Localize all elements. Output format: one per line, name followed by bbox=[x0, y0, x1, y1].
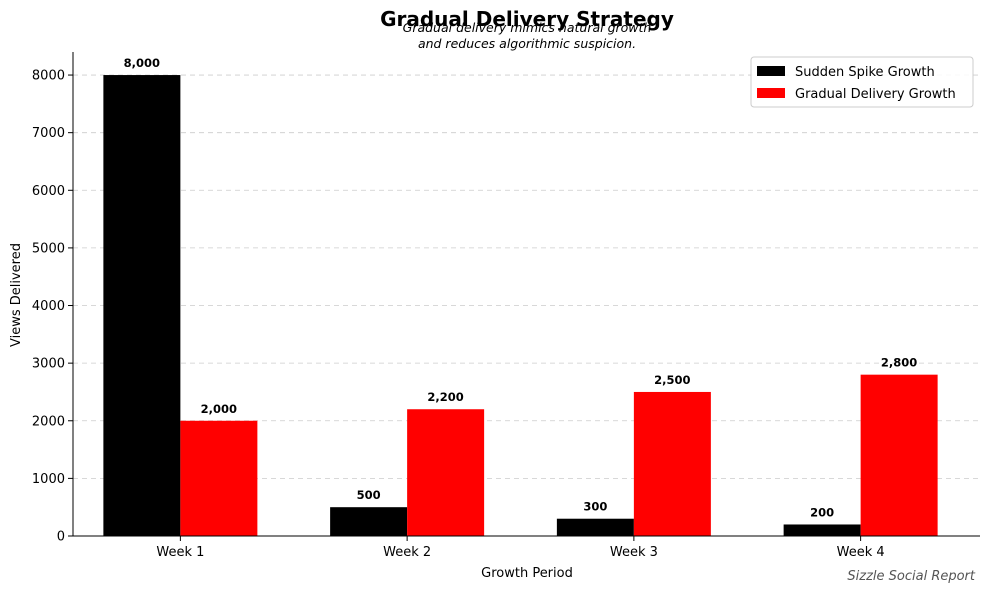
bar-value-label: 300 bbox=[583, 500, 607, 514]
grid-lines bbox=[73, 74, 980, 479]
legend-swatch-gradual-delivery bbox=[757, 88, 785, 98]
y-tick-label: 4000 bbox=[32, 299, 65, 314]
bar-gradual-delivery-growth-week-2 bbox=[407, 409, 485, 536]
y-tick-label: 3000 bbox=[32, 357, 65, 372]
legend-swatch-sudden-spike bbox=[757, 66, 785, 76]
bar-gradual-delivery-growth-week-4 bbox=[860, 374, 938, 536]
y-tick-label: 6000 bbox=[32, 184, 65, 199]
bar-sudden-spike-growth-week-4 bbox=[783, 524, 861, 536]
bar-value-label: 8,000 bbox=[124, 56, 160, 70]
y-tick-label: 2000 bbox=[32, 414, 65, 429]
bar-value-labels: 8,000 2,000 500 2,200 300 2,500 200 2,800 bbox=[124, 56, 918, 519]
axes: 0 1000 2000 3000 4000 5000 6000 7000 8000 Week 1 W… bbox=[32, 52, 980, 560]
bar-value-label: 2,200 bbox=[427, 390, 463, 404]
x-tick-label: Week 4 bbox=[837, 545, 885, 560]
bar-gradual-delivery-growth-week-3 bbox=[633, 391, 711, 536]
bar-value-label: 2,500 bbox=[654, 373, 690, 387]
bar-sudden-spike-growth-week-3 bbox=[556, 518, 634, 536]
x-tick-label: Week 3 bbox=[610, 545, 658, 560]
bar-sudden-spike-growth-week-2 bbox=[330, 507, 408, 536]
bar-gradual-delivery-growth-week-1 bbox=[180, 420, 258, 536]
chart-subtitle-line-2: and reduces algorithmic suspicion. bbox=[418, 36, 636, 51]
y-tick-label: 8000 bbox=[32, 69, 65, 84]
y-axis-label: Views Delivered bbox=[9, 243, 24, 347]
legend-label-sudden-spike: Sudden Spike Growth bbox=[795, 65, 935, 80]
chart-subtitle-line-1: Gradual delivery mimics natural growth bbox=[403, 20, 652, 35]
footer-credit: Sizzle Social Report bbox=[847, 569, 976, 584]
bar-value-label: 2,000 bbox=[201, 402, 237, 416]
legend-label-gradual-delivery: Gradual Delivery Growth bbox=[795, 87, 956, 102]
bar-value-label: 500 bbox=[357, 488, 381, 502]
x-axis-label: Growth Period bbox=[481, 566, 573, 581]
y-tick-label: 1000 bbox=[32, 472, 65, 487]
y-tick-label: 5000 bbox=[32, 241, 65, 256]
legend: Sudden Spike Growth Gradual Delivery Gro… bbox=[750, 56, 974, 108]
chart-title: Gradual Delivery Strategy bbox=[380, 7, 674, 31]
x-tick-label: Week 2 bbox=[383, 545, 431, 560]
bar-sudden-spike-growth-week-1 bbox=[103, 75, 181, 537]
x-tick-label: Week 1 bbox=[156, 545, 204, 560]
bar-value-label: 200 bbox=[810, 505, 834, 519]
y-tick-label: 7000 bbox=[32, 126, 65, 141]
bar-value-label: 2,800 bbox=[881, 356, 917, 370]
legend-box bbox=[750, 56, 974, 108]
y-tick-label: 0 bbox=[57, 530, 65, 545]
bars bbox=[103, 75, 938, 537]
